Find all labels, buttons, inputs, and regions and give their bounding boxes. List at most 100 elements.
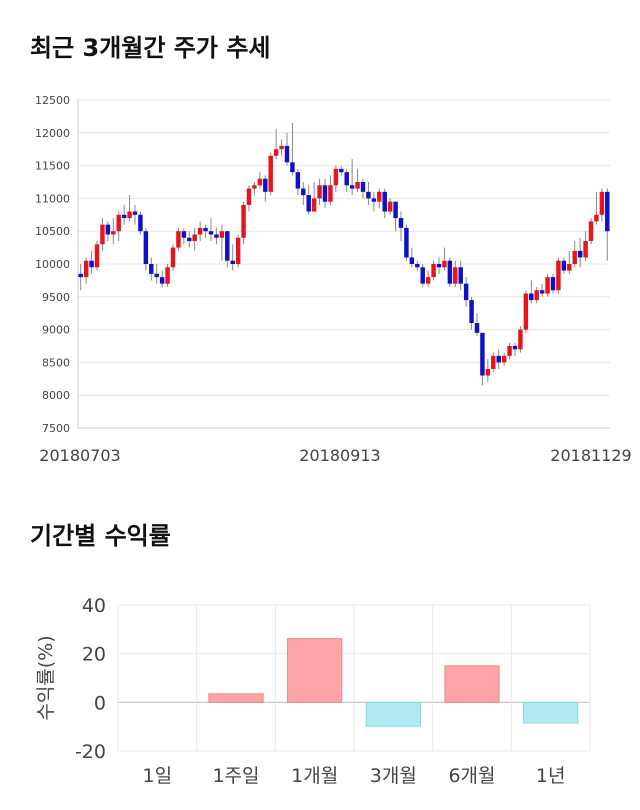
candle-y-tick-label: 7500	[42, 422, 70, 435]
candle-body	[442, 260, 447, 268]
bar-x-tick-label: 3개월	[370, 765, 417, 787]
candle-body	[436, 264, 442, 268]
candle	[138, 211, 143, 235]
candle-body	[78, 273, 83, 278]
bar-y-tick-label: 20	[82, 644, 106, 666]
bar-x-tick-label: 1일	[143, 765, 173, 787]
candle-body	[121, 214, 127, 219]
candle	[398, 211, 404, 242]
candle	[273, 129, 279, 160]
candle	[534, 286, 539, 304]
candle	[485, 359, 491, 383]
candle-body	[453, 267, 458, 284]
candle	[78, 264, 83, 291]
candle-body	[512, 346, 518, 350]
candle	[496, 349, 501, 369]
candle	[149, 257, 154, 281]
candle	[491, 352, 496, 373]
candle-body	[550, 277, 556, 291]
returns-bar-chart: -20 0 20 40 1일 1주일 1개월 3개월 6개월 1년 수익률(%)	[35, 595, 591, 787]
bar-x-ticks: 1일 1주일 1개월 3개월 6개월 1년	[143, 765, 566, 787]
bar-y-tick-label: 0	[94, 692, 106, 714]
candle-body	[377, 191, 382, 202]
candle-body	[83, 260, 89, 278]
candle-body	[469, 300, 474, 324]
candle-body	[496, 355, 501, 363]
candle-body	[404, 227, 409, 258]
candle	[501, 352, 507, 366]
candle-body	[387, 201, 393, 212]
candle	[333, 165, 339, 192]
bars	[208, 638, 579, 727]
candle-body	[594, 214, 599, 222]
candle	[349, 159, 355, 196]
candle-y-tick-label: 11000	[35, 192, 70, 205]
candle	[127, 195, 132, 222]
candle-body	[344, 172, 349, 186]
candle	[306, 185, 311, 215]
candle-body	[230, 260, 235, 264]
candle	[257, 172, 263, 189]
candle-body	[132, 211, 138, 215]
candle-body	[431, 264, 436, 278]
candle	[154, 264, 159, 284]
candle	[214, 227, 219, 245]
candle-body	[154, 273, 159, 278]
candle-body	[306, 195, 311, 212]
candle-body	[501, 355, 507, 363]
candle-body	[295, 172, 301, 189]
candle-body	[485, 368, 491, 376]
candle	[187, 231, 192, 248]
candle	[529, 280, 534, 304]
candle	[230, 244, 235, 271]
candle	[404, 224, 409, 261]
candle-body	[192, 234, 197, 242]
candle	[436, 257, 442, 274]
candle-body	[491, 355, 496, 369]
candle-body	[279, 145, 284, 150]
candle	[295, 168, 301, 196]
candle-body	[523, 293, 529, 330]
candle-y-tick-label: 12500	[35, 94, 70, 107]
candle	[279, 139, 284, 156]
return-bar	[208, 693, 264, 703]
candle-y-tick-label: 8000	[42, 389, 70, 402]
candle	[241, 201, 246, 245]
candle	[463, 277, 469, 307]
candle-body	[225, 231, 230, 261]
candle	[263, 175, 268, 202]
candle-body	[159, 277, 165, 284]
candle-body	[425, 277, 431, 284]
return-bar	[444, 665, 500, 703]
candle	[355, 168, 360, 192]
candle-body	[545, 277, 550, 294]
candle-body	[149, 264, 154, 274]
candle	[83, 257, 89, 284]
candle	[458, 260, 463, 291]
candle-body	[480, 332, 485, 376]
candle	[203, 224, 208, 238]
candle-body	[605, 191, 610, 232]
candle	[170, 244, 176, 271]
candle-body	[165, 267, 170, 284]
candle	[366, 182, 371, 205]
candle	[192, 227, 197, 251]
candle	[132, 204, 138, 225]
candle-body	[507, 346, 512, 356]
candle-body	[393, 201, 398, 219]
candle	[322, 178, 328, 209]
bar-y-axis-label: 수익률(%)	[35, 635, 57, 720]
candle	[474, 313, 480, 337]
candle-body	[322, 185, 328, 202]
returns-title: 기간별 수익률	[30, 522, 171, 550]
candle	[344, 168, 349, 192]
candle-body	[241, 204, 246, 238]
candle-x-tick-label: 20180913	[299, 446, 380, 465]
candle-body	[415, 264, 420, 268]
candle	[225, 231, 230, 268]
candle-body	[382, 191, 387, 212]
candle	[377, 188, 382, 209]
candle	[197, 221, 203, 242]
candle-body	[572, 250, 577, 264]
candle-body	[284, 145, 290, 163]
